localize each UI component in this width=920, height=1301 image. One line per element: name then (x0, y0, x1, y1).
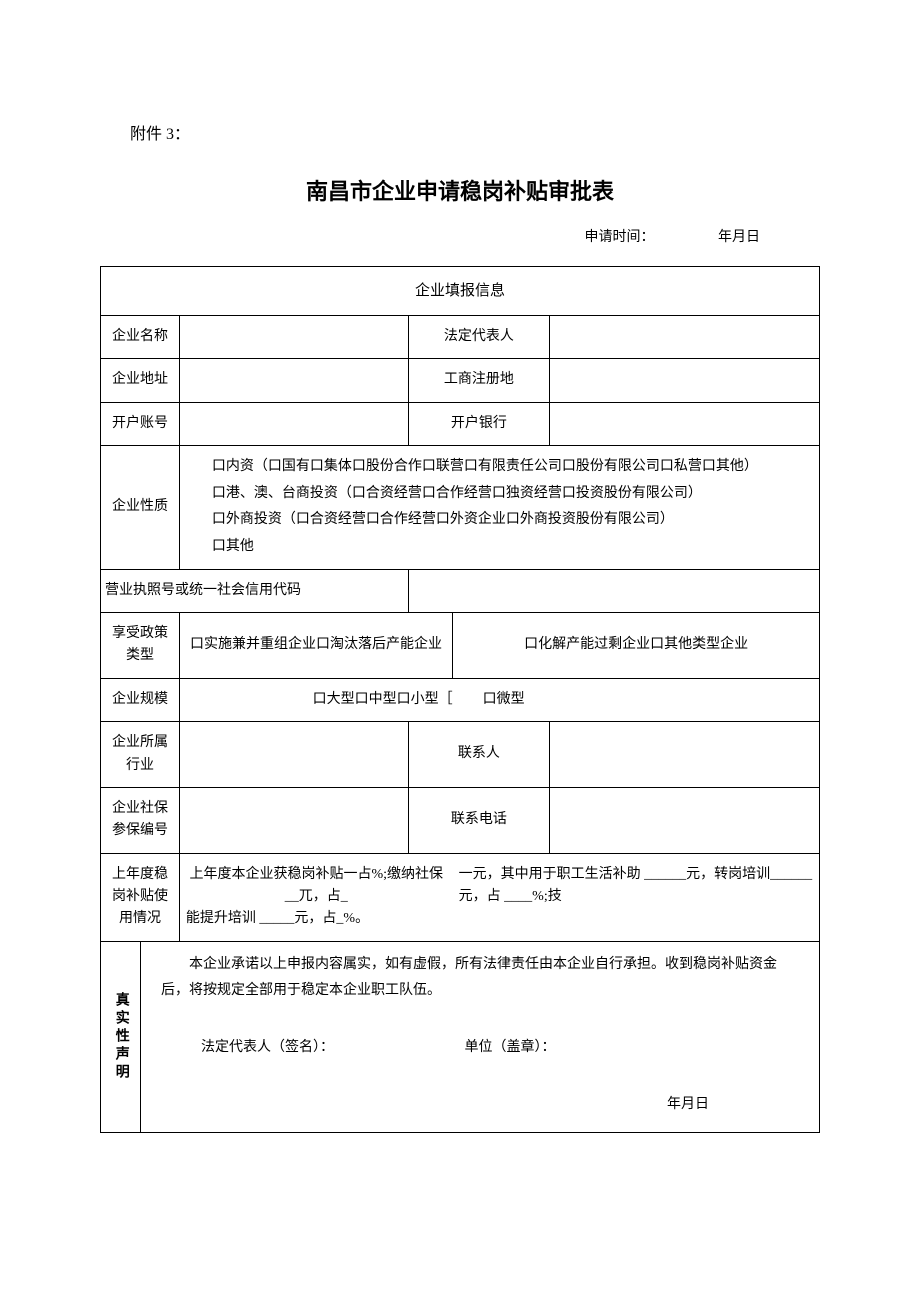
row-policy-type: 享受政策类型 口实施兼并重组企业口淘汰落后产能企业 口化解产能过剩企业口其他类型… (101, 612, 820, 678)
row-bank-account: 开户账号 开户银行 (101, 402, 820, 445)
form-table: 企业填报信息 企业名称 法定代表人 企业地址 工商注册地 开户账号 开户银行 企… (100, 266, 820, 1133)
signature-row: 法定代表人（签名）： 单位（盖章）： (161, 1035, 799, 1062)
input-social-ins[interactable] (179, 787, 408, 853)
row-social-ins: 企业社保参保编号 联系电话 (101, 787, 820, 853)
label-bank-account: 开户账号 (101, 402, 180, 445)
input-company-name[interactable] (179, 316, 408, 359)
row-usage: 上年度稳岗补贴使用情况 上年度本企业获稳岗补贴一占%;缴纳社保__兀，占_ 能提… (101, 853, 820, 941)
label-bank-name: 开户银行 (408, 402, 549, 445)
label-company-address: 企业地址 (101, 359, 180, 402)
scale-options-left[interactable]: 口大型口中型口小型［ (179, 678, 452, 721)
label-usage: 上年度稳岗补贴使用情况 (101, 853, 180, 941)
input-license[interactable] (408, 569, 819, 612)
label-industry: 企业所属行业 (101, 722, 180, 788)
apply-time: 申请时间： 年月日 (100, 226, 820, 246)
form-title: 南昌市企业申请稳岗补贴审批表 (100, 174, 820, 206)
nature-line-4: 口其他 (184, 534, 815, 561)
declaration-intro: 本企业承诺以上申报内容属实，如有虚假，所有法律责任由本企业自行承担。收到稳岗补贴… (161, 952, 799, 1005)
usage-bottom-span: 能提升培训 _____元，占_%。 (186, 908, 447, 930)
label-company-name: 企业名称 (101, 316, 180, 359)
scale-options-right[interactable]: 口微型 (453, 678, 820, 721)
label-contact: 联系人 (408, 722, 549, 788)
policy-option-1[interactable]: 口实施兼并重组企业口淘汰落后产能企业 (179, 612, 452, 678)
label-nature: 企业性质 (101, 446, 180, 569)
label-legal-rep: 法定代表人 (408, 316, 549, 359)
signature-seal[interactable]: 单位（盖章）： (465, 1040, 556, 1055)
section-header-row: 企业填报信息 (101, 267, 820, 316)
input-legal-rep[interactable] (549, 316, 819, 359)
declaration-content: 本企业承诺以上申报内容属实，如有虚假，所有法律责任由本企业自行承担。收到稳岗补贴… (141, 941, 820, 1132)
label-phone: 联系电话 (408, 787, 549, 853)
row-nature: 企业性质 口内资（口国有口集体口股份合作口联营口有限责任公司口股份有限公司口私营… (101, 446, 820, 569)
input-contact[interactable] (549, 722, 819, 788)
input-bank-account[interactable] (179, 402, 408, 445)
declaration-date: 年月日 (161, 1092, 799, 1119)
label-declaration: 真实性声明 (101, 941, 141, 1132)
row-license: 营业执照号或统一社会信用代码 (101, 569, 820, 612)
signature-legal-rep[interactable]: 法定代表人（签名）： (201, 1035, 461, 1062)
usage-text-left[interactable]: 上年度本企业获稳岗补贴一占%;缴纳社保__兀，占_ 能提升培训 _____元，占… (179, 853, 452, 941)
apply-time-label: 申请时间： (585, 230, 655, 245)
row-industry: 企业所属行业 联系人 (101, 722, 820, 788)
section-header: 企业填报信息 (101, 267, 820, 316)
policy-option-2[interactable]: 口化解产能过剩企业口其他类型企业 (453, 612, 820, 678)
label-social-ins: 企业社保参保编号 (101, 787, 180, 853)
row-company-name: 企业名称 法定代表人 (101, 316, 820, 359)
input-reg-place[interactable] (549, 359, 819, 402)
apply-time-value: 年月日 (718, 230, 760, 245)
nature-line-2: 口港、澳、台商投资（口合资经营口合作经营口独资经营口投资股份有限公司） (184, 481, 815, 508)
label-license: 营业执照号或统一社会信用代码 (101, 569, 409, 612)
label-scale: 企业规模 (101, 678, 180, 721)
input-company-address[interactable] (179, 359, 408, 402)
usage-text-right[interactable]: 一元，其中用于职工生活补助 ______元，转岗培训______元，占 ____… (453, 853, 820, 941)
row-declaration: 真实性声明 本企业承诺以上申报内容属实，如有虚假，所有法律责任由本企业自行承担。… (101, 941, 820, 1132)
row-company-address: 企业地址 工商注册地 (101, 359, 820, 402)
nature-line-3: 口外商投资（口合资经营口合作经营口外资企业口外商投资股份有限公司） (184, 507, 815, 534)
input-bank-name[interactable] (549, 402, 819, 445)
nature-line-1: 口内资（口国有口集体口股份合作口联营口有限责任公司口股份有限公司口私营口其他） (184, 454, 815, 481)
label-reg-place: 工商注册地 (408, 359, 549, 402)
input-phone[interactable] (549, 787, 819, 853)
input-industry[interactable] (179, 722, 408, 788)
row-scale: 企业规模 口大型口中型口小型［ 口微型 (101, 678, 820, 721)
label-policy-type: 享受政策类型 (101, 612, 180, 678)
usage-left-span: 上年度本企业获稳岗补贴一占%;缴纳社保__兀，占_ (190, 867, 444, 904)
nature-options[interactable]: 口内资（口国有口集体口股份合作口联营口有限责任公司口股份有限公司口私营口其他） … (179, 446, 819, 569)
attachment-label: 附件 3： (100, 120, 820, 144)
